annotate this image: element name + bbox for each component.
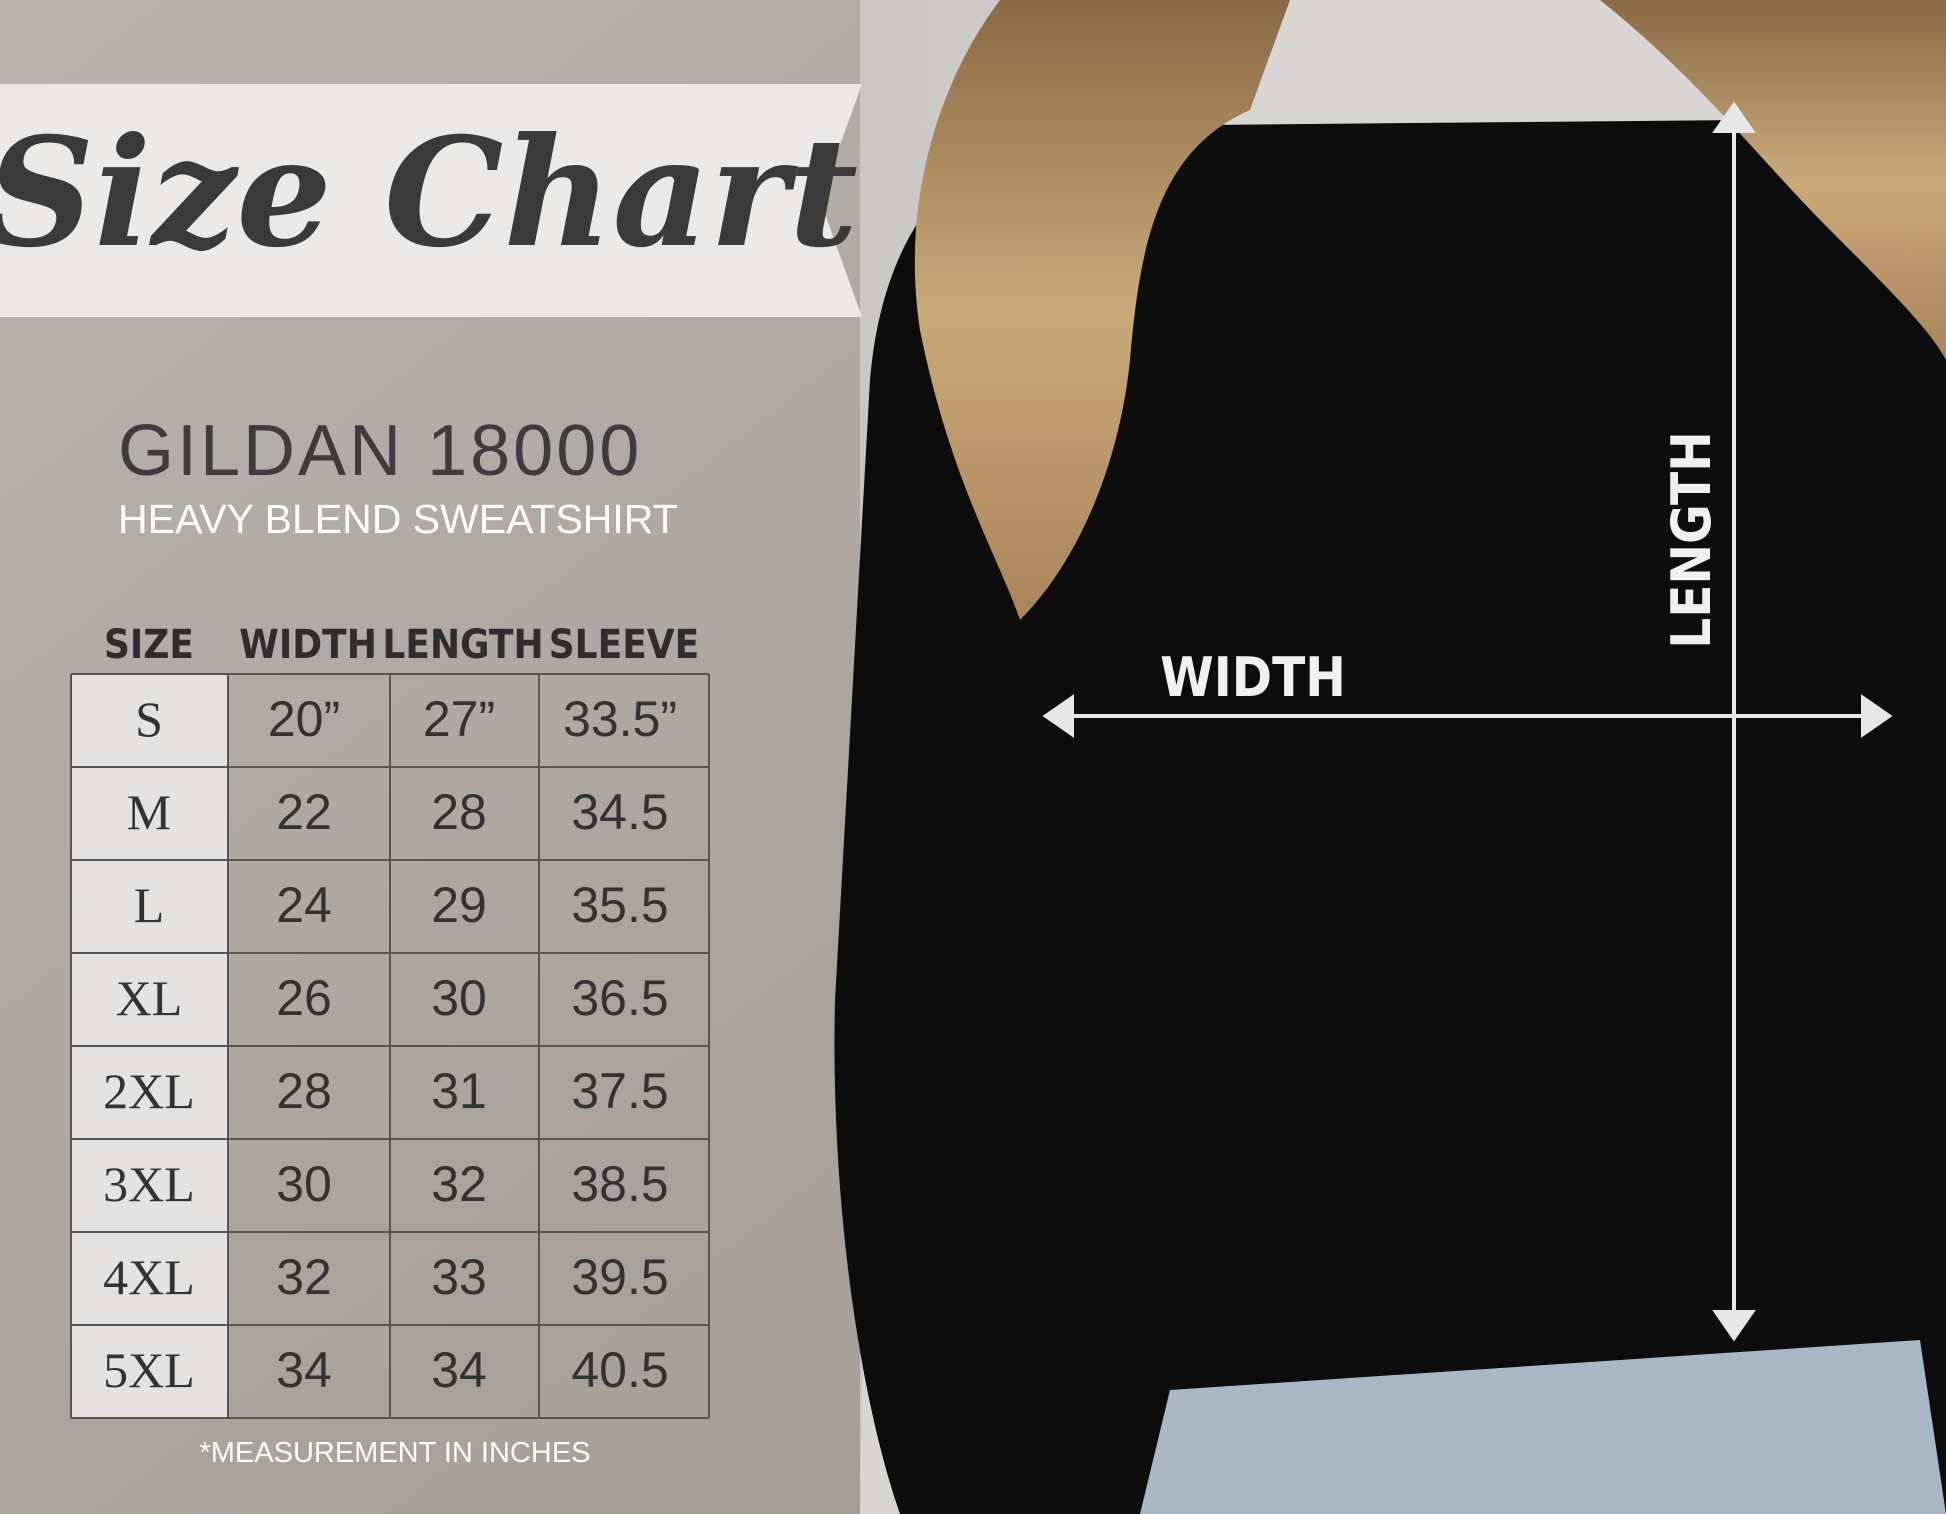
- size-cell: S: [135, 691, 163, 747]
- hair-right: [1600, 0, 1946, 360]
- size-cell: 3XL: [103, 1156, 195, 1212]
- measure-cell: 26: [276, 970, 332, 1026]
- measure-arrows: [1042, 101, 1893, 1342]
- column-header: SIZE: [104, 622, 194, 668]
- measure-cell: 34: [431, 1342, 487, 1398]
- measure-cell: 34: [276, 1342, 332, 1398]
- measure-cell: 28: [431, 784, 487, 840]
- arrow-head: [1042, 694, 1074, 738]
- measure-cell: 35.5: [571, 877, 668, 933]
- measure-cell: 32: [276, 1249, 332, 1305]
- sweatshirt: [834, 120, 1946, 1514]
- measure-cell: 30: [276, 1156, 332, 1212]
- measure-cell: 29: [431, 877, 487, 933]
- measure-cell: 20”: [268, 691, 340, 747]
- measure-cell: 32: [431, 1156, 487, 1212]
- measure-cell: 40.5: [571, 1342, 668, 1398]
- arrow-head: [1712, 101, 1756, 133]
- hair-left: [914, 0, 1290, 620]
- measure-cell: 39.5: [571, 1249, 668, 1305]
- arrow-head: [1861, 694, 1893, 738]
- length-label: LENGTH: [1660, 431, 1723, 649]
- column-header: SLEEVE: [549, 622, 699, 668]
- jeans: [1140, 1340, 1946, 1514]
- size-cell: 4XL: [103, 1249, 195, 1305]
- column-header: WIDTH: [239, 622, 377, 668]
- size-cell: L: [134, 877, 165, 933]
- footnote: *MEASUREMENT IN INCHES: [199, 1437, 590, 1469]
- measure-cell: 33.5”: [563, 691, 677, 747]
- product-model: GILDAN 18000: [118, 411, 642, 491]
- size-cell: 5XL: [103, 1342, 195, 1398]
- measure-cell: 31: [431, 1063, 487, 1119]
- measure-cell: 22: [276, 784, 332, 840]
- measure-cell: 34.5: [571, 784, 668, 840]
- measure-cell: 33: [431, 1249, 487, 1305]
- arrow-head: [1712, 1310, 1756, 1342]
- measure-cell: 38.5: [571, 1156, 668, 1212]
- measure-cell: 37.5: [571, 1063, 668, 1119]
- measure-cell: 30: [431, 970, 487, 1026]
- measure-cell: 27”: [423, 691, 495, 747]
- column-header: LENGTH: [382, 622, 543, 668]
- title: Size Chart: [0, 105, 858, 281]
- size-cell: M: [127, 784, 171, 840]
- product-subtitle: HEAVY BLEND SWEATSHIRT: [118, 496, 678, 542]
- width-label: WIDTH: [1160, 646, 1346, 709]
- title-banner: [0, 84, 862, 317]
- measure-cell: 36.5: [571, 970, 668, 1026]
- size-cell: XL: [116, 970, 183, 1026]
- measure-cell: 24: [276, 877, 332, 933]
- size-cell: 2XL: [103, 1063, 195, 1119]
- size-table: SIZE WIDTH LENGTH SLEEVE S 20” 27” 33.5” M 22 28 34…: [70, 622, 710, 1419]
- measure-cell: 28: [276, 1063, 332, 1119]
